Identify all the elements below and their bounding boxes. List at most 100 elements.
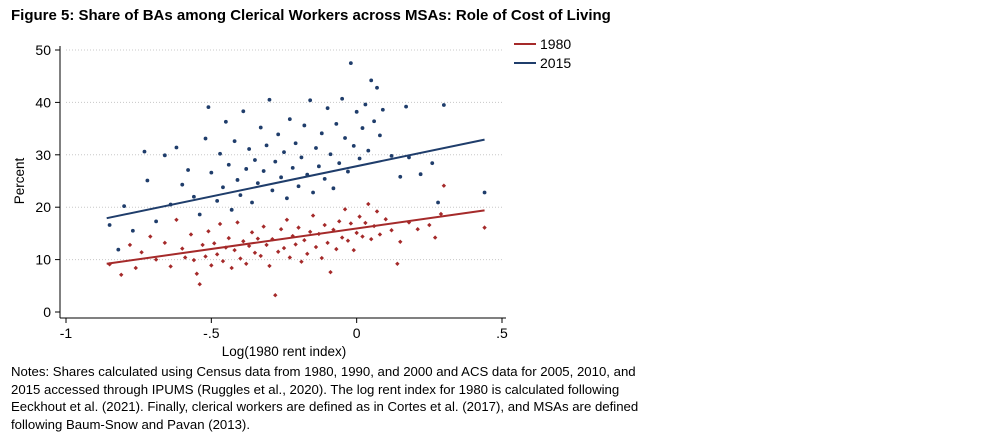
point-2015 xyxy=(354,109,359,114)
point-2015 xyxy=(418,172,423,177)
point-1980 xyxy=(313,244,319,250)
point-2015 xyxy=(308,98,313,103)
point-1980 xyxy=(206,229,211,234)
point-2015 xyxy=(203,136,208,141)
point-2015 xyxy=(229,207,234,212)
point-1980 xyxy=(174,217,179,222)
point-1980 xyxy=(371,223,377,229)
point-1980 xyxy=(322,222,327,228)
point-2015 xyxy=(226,162,231,167)
point-1980 xyxy=(214,252,220,257)
point-1980 xyxy=(331,227,336,232)
point-1980 xyxy=(374,209,380,214)
point-2015 xyxy=(253,158,257,162)
point-2015 xyxy=(372,119,377,124)
point-2015 xyxy=(276,132,281,137)
point-1980 xyxy=(133,265,138,271)
point-2015 xyxy=(255,181,260,185)
point-1980 xyxy=(427,222,432,228)
point-1980 xyxy=(249,230,255,235)
point-2015 xyxy=(191,194,196,199)
point-1980 xyxy=(119,272,124,277)
y-tick-label: 40 xyxy=(35,94,51,110)
point-2015 xyxy=(209,170,214,175)
point-2015 xyxy=(180,182,185,187)
point-1980 xyxy=(328,269,333,275)
point-1980 xyxy=(235,220,240,225)
x-axis-label: Log(1980 rent index) xyxy=(222,344,347,359)
point-2015 xyxy=(348,61,353,65)
point-1980 xyxy=(264,242,269,248)
point-1980 xyxy=(441,183,447,188)
point-1980 xyxy=(278,227,284,232)
point-1980 xyxy=(293,242,298,247)
point-1980 xyxy=(348,221,354,226)
point-1980 xyxy=(357,214,362,219)
point-2015 xyxy=(322,177,327,181)
point-2015 xyxy=(250,200,254,205)
point-1980 xyxy=(241,239,246,244)
point-1980 xyxy=(307,229,313,235)
point-2015 xyxy=(130,228,135,233)
point-2015 xyxy=(404,104,408,109)
point-1980 xyxy=(342,207,348,212)
point-2015 xyxy=(351,143,356,148)
point-1980 xyxy=(252,250,258,255)
point-1980 xyxy=(197,282,202,287)
point-1980 xyxy=(395,261,400,266)
point-2015 xyxy=(436,200,440,205)
point-2015 xyxy=(273,159,278,164)
point-2015 xyxy=(343,136,347,140)
point-2015 xyxy=(264,143,269,148)
point-1980 xyxy=(281,245,287,251)
point-1980 xyxy=(226,235,231,241)
point-1980 xyxy=(153,257,159,262)
point-2015 xyxy=(287,117,292,122)
point-2015 xyxy=(186,168,190,172)
point-1980 xyxy=(438,211,444,217)
point-2015 xyxy=(340,96,345,101)
y-tick-label: 50 xyxy=(35,42,51,58)
point-1980 xyxy=(188,232,194,237)
point-2015 xyxy=(482,190,487,195)
point-2015 xyxy=(331,186,336,191)
point-2015 xyxy=(316,164,321,169)
point-1980 xyxy=(339,235,345,240)
point-2015 xyxy=(162,153,167,158)
point-1980 xyxy=(432,235,438,240)
point-2015 xyxy=(389,153,394,158)
point-1980 xyxy=(406,220,412,225)
legend-label-2015: 2015 xyxy=(540,55,571,71)
point-1980 xyxy=(299,259,304,264)
point-2015 xyxy=(378,133,382,138)
point-1980 xyxy=(273,293,278,298)
point-1980 xyxy=(415,227,420,232)
y-axis-label: Percent xyxy=(12,157,27,204)
point-2015 xyxy=(369,78,374,83)
plot-area xyxy=(66,40,506,318)
point-2015 xyxy=(206,105,211,110)
point-1980 xyxy=(203,254,208,259)
point-2015 xyxy=(218,151,222,156)
point-1980 xyxy=(162,240,168,246)
point-2015 xyxy=(107,223,112,227)
point-1980 xyxy=(261,224,266,229)
y-tick-label: 20 xyxy=(35,199,51,215)
point-1980 xyxy=(389,228,394,233)
point-1980 xyxy=(398,239,403,244)
point-2015 xyxy=(380,107,385,112)
point-2015 xyxy=(122,204,127,209)
point-2015 xyxy=(441,103,446,107)
x-tick-label: -.5 xyxy=(203,325,220,341)
point-2015 xyxy=(279,175,283,180)
point-1980 xyxy=(290,233,295,239)
point-2015 xyxy=(293,141,298,146)
point-2015 xyxy=(270,188,275,193)
point-2015 xyxy=(328,152,333,157)
data-points xyxy=(107,61,487,298)
point-1980 xyxy=(191,257,197,263)
point-1980 xyxy=(287,255,293,260)
point-1980 xyxy=(302,238,307,243)
point-1980 xyxy=(305,251,310,257)
point-1980 xyxy=(238,256,243,261)
